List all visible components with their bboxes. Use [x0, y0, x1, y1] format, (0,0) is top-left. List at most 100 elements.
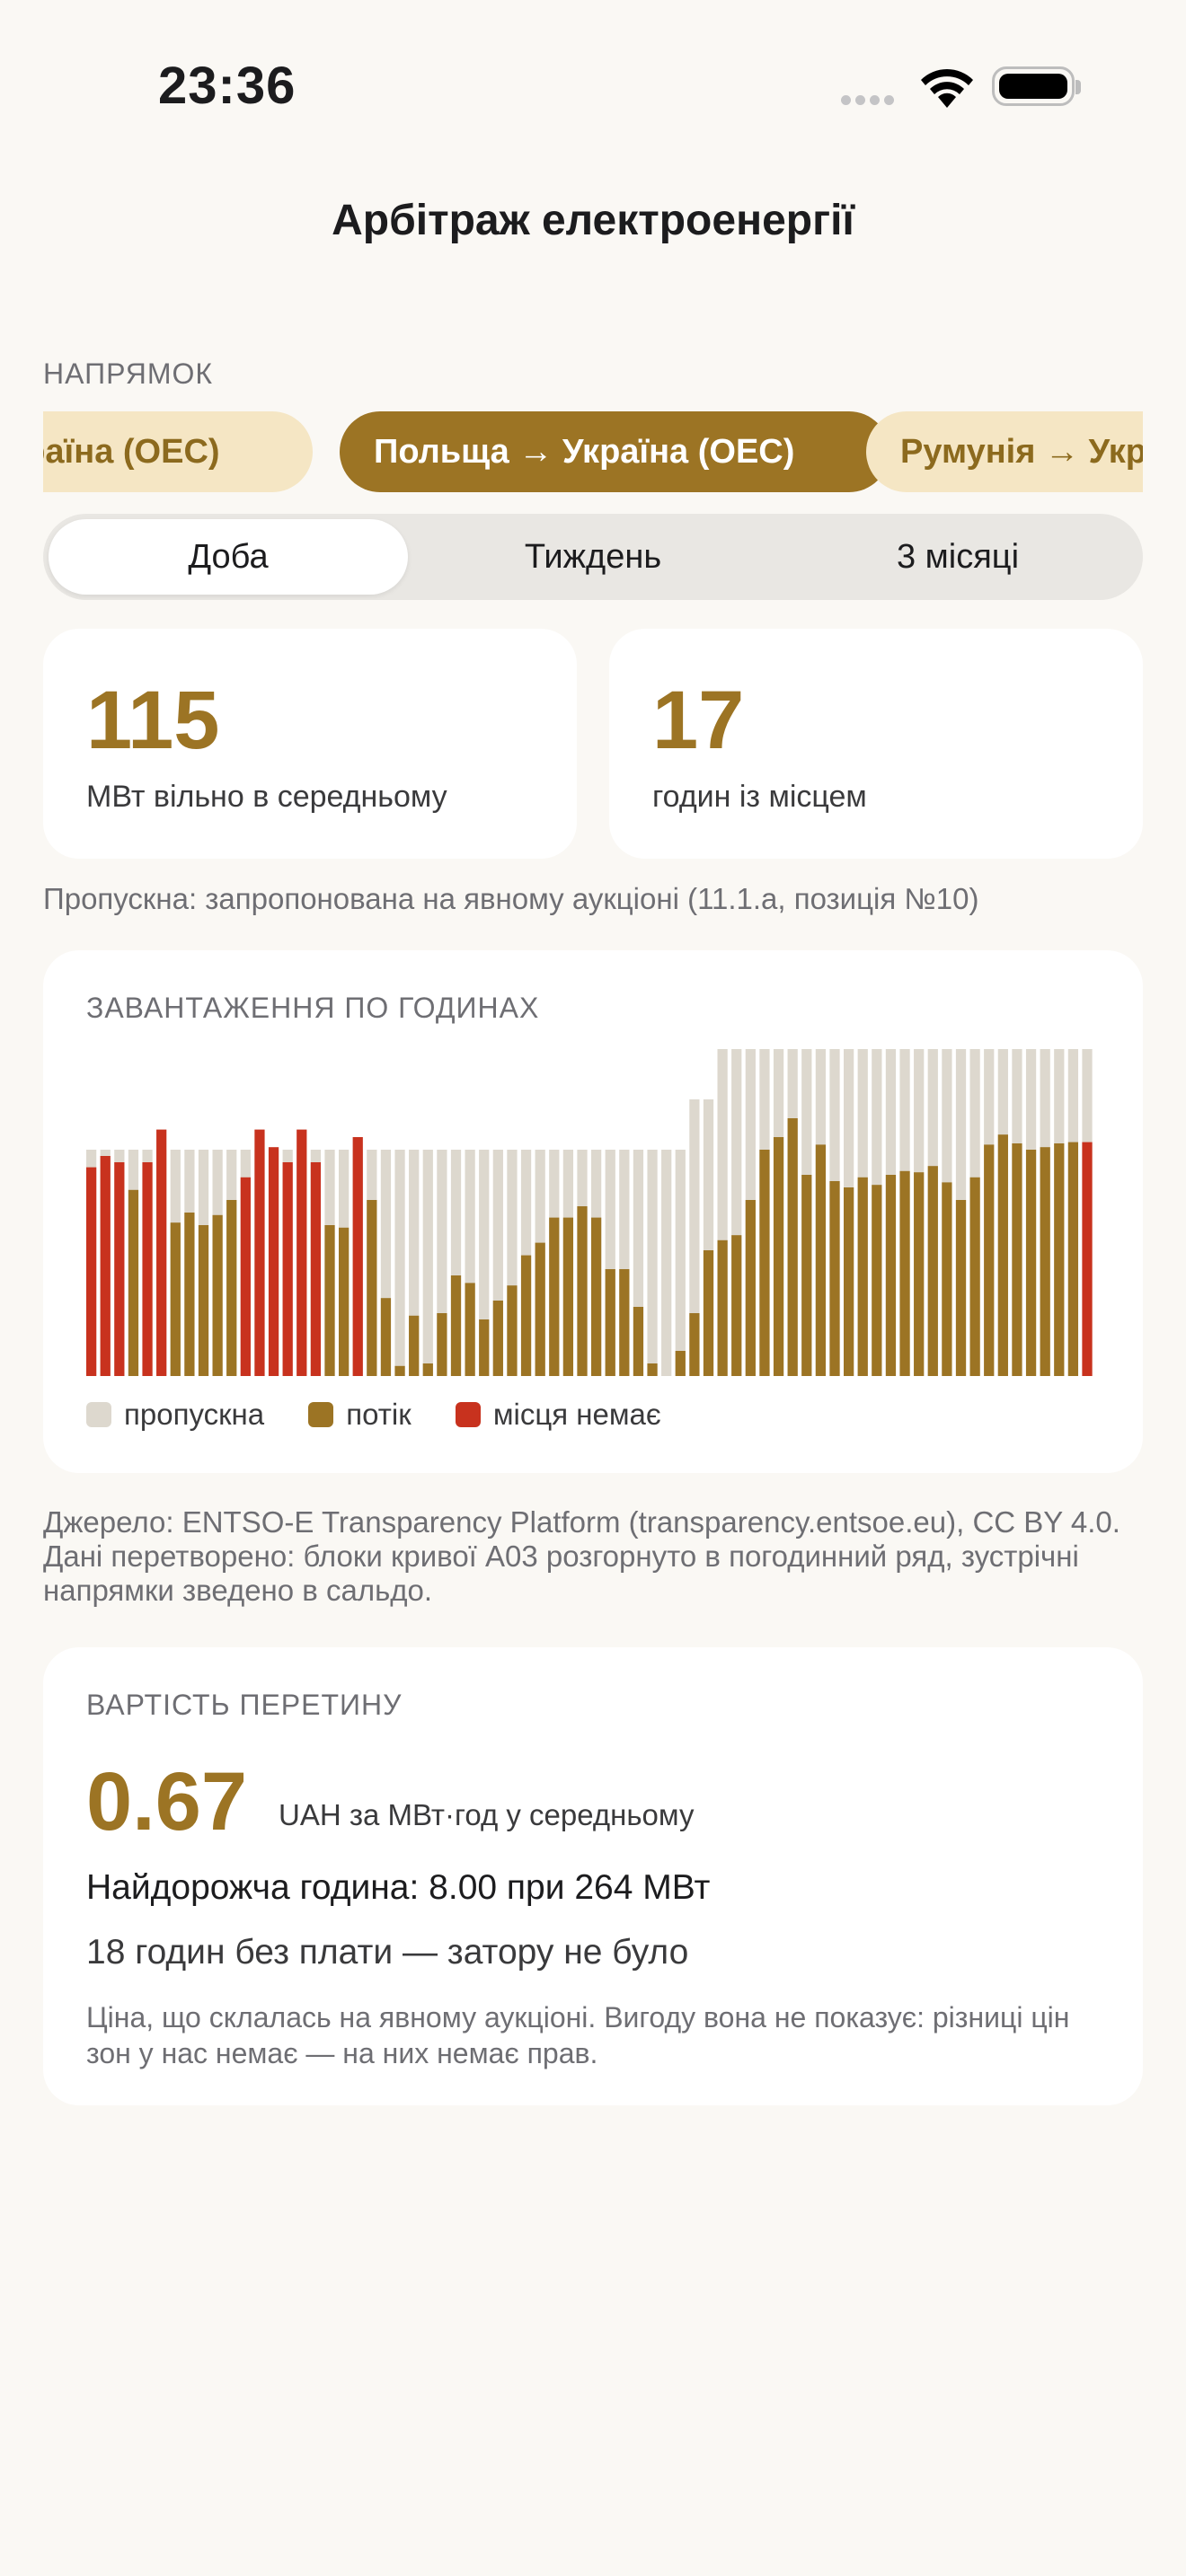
legend-swatch: [86, 1402, 111, 1427]
flow-bar-full: [268, 1147, 279, 1376]
capacity-bar: [394, 1150, 405, 1376]
flow-bar-full: [240, 1177, 251, 1376]
cellular-signal-icon: [841, 93, 904, 106]
flow-bar: [479, 1319, 490, 1376]
status-bar: 23:36: [0, 0, 1186, 171]
flow-bar: [562, 1217, 574, 1376]
capacity-bar: [717, 1049, 728, 1376]
flow-bar-full: [86, 1167, 97, 1376]
flow-bar: [465, 1283, 475, 1376]
flow-bar: [927, 1166, 938, 1376]
legend-label: місця немає: [492, 1398, 661, 1431]
capacity-bar: [661, 1150, 672, 1376]
kpi-card-free-mw: 115 МВт вільно в середньому: [43, 629, 577, 859]
flow-bar: [549, 1217, 560, 1376]
direction-label: НАПРЯМОК: [43, 357, 214, 390]
flow-bar: [675, 1351, 686, 1376]
period-tab-3months[interactable]: 3 місяці: [896, 538, 1020, 576]
capacity-bar: [689, 1099, 700, 1376]
capacity-bar: [492, 1150, 503, 1376]
flow-bar: [198, 1225, 209, 1376]
flow-bar: [773, 1137, 784, 1376]
capacity-bar: [647, 1150, 658, 1376]
flow-bar: [339, 1227, 350, 1376]
battery-icon: [992, 66, 1081, 106]
legend-label: пропускна: [124, 1398, 265, 1431]
flow-bar: [324, 1225, 335, 1376]
flow-bar: [717, 1239, 728, 1376]
price-card: ВАРТІСТЬ ПЕРЕТИНУ 0.67 UAH за МВт·год у …: [43, 1647, 1143, 2105]
load-chart-card: ЗАВАНТАЖЕННЯ ПО ГОДИНАХ пропускна потік …: [43, 950, 1143, 1473]
direction-chips: Україна (ОЕС) Польща → Україна (ОЕС) Рум…: [43, 411, 1143, 494]
flow-bar-full: [156, 1129, 167, 1376]
flow-bar: [857, 1177, 868, 1376]
chip-label: Польща → Україна (ОЕС): [374, 433, 795, 471]
flow-bar: [422, 1363, 433, 1376]
price-unit-label: UAH за МВт·год у середньому: [279, 1798, 695, 1831]
chart-title: ЗАВАНТАЖЕННЯ ПО ГОДИНАХ: [86, 992, 540, 1024]
flow-bar: [437, 1313, 447, 1376]
direction-chip-poland-ukraine[interactable]: Польща → Україна (ОЕС): [340, 411, 890, 492]
capacity-bar: [619, 1150, 630, 1376]
flow-bar: [955, 1200, 967, 1376]
flow-bar-full: [142, 1162, 153, 1376]
flow-bar: [1054, 1143, 1065, 1376]
capacity-bar: [731, 1049, 742, 1376]
period-tab-day[interactable]: Доба: [49, 519, 408, 595]
flow-bar-full: [100, 1156, 111, 1376]
flow-bar: [184, 1213, 195, 1376]
capacity-bar: [380, 1150, 392, 1376]
direction-chip-ukraine[interactable]: Україна (ОЕС): [43, 411, 313, 492]
capacity-bar: [605, 1150, 615, 1376]
flow-bar: [170, 1222, 181, 1376]
page-title: Арбітраж електроенергії: [332, 197, 854, 244]
flow-bar: [409, 1315, 420, 1376]
flow-bar: [647, 1363, 658, 1376]
flow-bar: [492, 1301, 503, 1376]
flow-bar: [942, 1182, 952, 1376]
capacity-bar: [422, 1150, 433, 1376]
chart-legend: пропускна потік місця немає: [86, 1398, 697, 1434]
legend-swatch: [455, 1402, 481, 1427]
flow-bar: [450, 1275, 462, 1376]
flow-bar: [619, 1269, 630, 1376]
kpi-label: годин із місцем: [652, 780, 867, 814]
flow-bar-full: [296, 1129, 307, 1376]
kpi-value: 115: [86, 675, 220, 766]
flow-bar: [829, 1181, 840, 1376]
flow-bar: [535, 1242, 545, 1376]
flow-bar: [801, 1175, 812, 1376]
kpi-card-hours-free: 17 годин із місцем: [609, 629, 1143, 859]
legend-label: потік: [346, 1398, 412, 1431]
period-segmented-control: Доба Тиждень 3 місяці: [43, 514, 1143, 600]
flow-bar: [703, 1250, 714, 1376]
flow-bar: [380, 1298, 392, 1376]
flow-bar: [914, 1172, 925, 1376]
flow-bar: [997, 1134, 1008, 1376]
flow-bar: [128, 1189, 139, 1376]
flow-bar: [577, 1206, 588, 1376]
source-note: Джерело: ENTSO-E Transparency Platform (…: [43, 1505, 1120, 1607]
capacity-bar: [703, 1099, 714, 1376]
flow-bar: [226, 1200, 237, 1376]
hourly-load-chart: [86, 1049, 1093, 1376]
flow-bar: [212, 1214, 223, 1376]
flow-bar: [394, 1365, 405, 1376]
flow-bar: [1012, 1143, 1022, 1376]
direction-chip-romania-ukraine[interactable]: Румунія → Україна (ОЕС): [866, 411, 1143, 492]
capacity-bar: [633, 1150, 644, 1376]
legend-item-flow: потік: [308, 1398, 412, 1432]
flow-bar-full: [282, 1162, 293, 1376]
price-explanation: Ціна, що склалась на явному аукціоні. Ви…: [86, 2001, 1070, 2069]
capacity-bar: [465, 1150, 475, 1376]
flow-bar: [759, 1150, 770, 1376]
flow-bar-full: [310, 1162, 322, 1376]
flow-bar: [815, 1144, 827, 1376]
flow-bar: [591, 1217, 602, 1376]
flow-bar: [633, 1307, 644, 1376]
kpi-value: 17: [652, 675, 745, 766]
flow-bar: [872, 1185, 882, 1376]
flow-bar: [689, 1313, 700, 1376]
period-tab-week[interactable]: Тиждень: [524, 538, 662, 576]
kpi-label: МВт вільно в середньому: [86, 780, 447, 814]
